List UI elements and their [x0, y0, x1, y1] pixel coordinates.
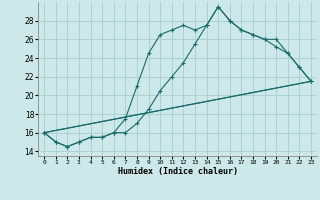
X-axis label: Humidex (Indice chaleur): Humidex (Indice chaleur)	[118, 167, 238, 176]
